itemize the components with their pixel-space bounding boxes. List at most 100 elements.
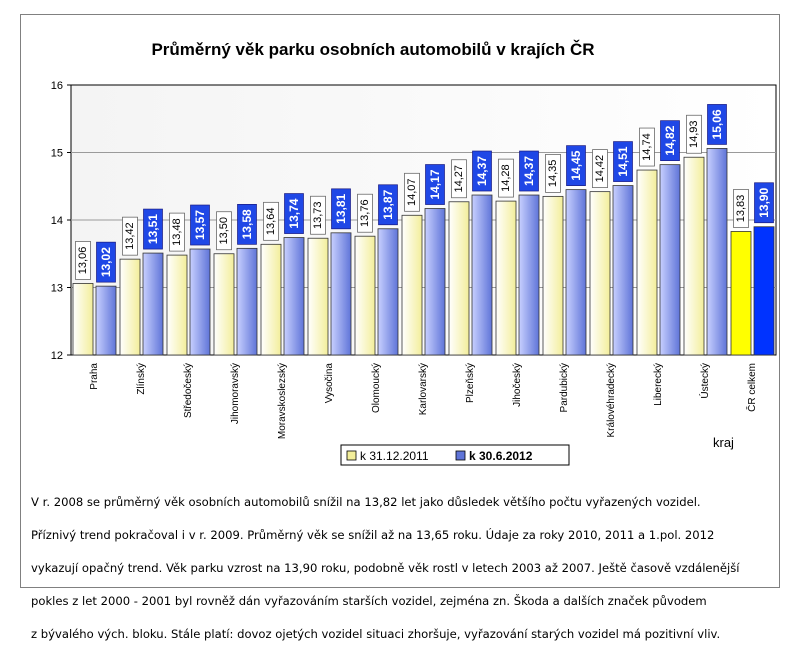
bar-dec2011	[260, 243, 282, 356]
y-axis: 12 13 14 15 16	[51, 80, 71, 362]
value-label-box	[592, 149, 608, 188]
value-label: 13,48	[171, 218, 183, 246]
value-label: 13,02	[99, 247, 113, 277]
category-label: Zlínský	[136, 363, 147, 395]
category-label: Ústecký	[698, 363, 711, 399]
category-label: Olomoucký	[371, 363, 382, 413]
y-tick-label: 14	[51, 215, 63, 227]
value-label: 14,37	[522, 156, 536, 186]
category-label: Liberecký	[653, 363, 664, 406]
value-label-box	[425, 164, 445, 205]
value-label: 14,28	[500, 164, 512, 192]
bars	[72, 148, 775, 356]
value-label: 13,81	[334, 193, 348, 223]
value-labels: 13,06 13,02 13,42 13,51 13,48 13,57 13,50 13,58…	[75, 104, 774, 283]
value-label: 15,06	[710, 109, 724, 139]
value-label-box	[545, 154, 561, 193]
value-label-box	[451, 159, 467, 199]
value-label: 14,07	[406, 179, 418, 207]
caption-line: z bývalého vých. bloku. Stále platí: dov…	[31, 627, 721, 642]
value-label-box	[216, 211, 232, 251]
legend-label-series-2: k 30.6.2012	[469, 449, 533, 463]
value-label: 13,42	[124, 222, 136, 250]
value-label: 13,58	[240, 209, 254, 239]
value-label-box	[169, 212, 185, 252]
caption-line: V r. 2008 se průměrný věk osobních autom…	[31, 494, 701, 509]
value-label-box	[75, 241, 91, 280]
value-label: 13,57	[193, 210, 207, 240]
value-label-box	[143, 208, 163, 250]
y-tick-label: 13	[51, 283, 63, 295]
category-label: Moravskoslezský	[277, 363, 288, 439]
value-label-box	[237, 204, 257, 245]
value-label-box	[498, 158, 514, 198]
value-label-box	[639, 127, 655, 167]
bar-jun2012	[612, 185, 634, 356]
value-label-box	[686, 114, 702, 154]
caption-line: vykazují opačný trend. Věk parku vzrost …	[31, 560, 740, 575]
caption-line: pokles z let 2000 - 2001 byl rovněž dán …	[31, 594, 707, 609]
value-label: 14,35	[547, 160, 559, 188]
chart-title: Průměrný věk parku osobních automobilů v…	[151, 40, 594, 59]
value-label-box	[519, 150, 539, 192]
bar-dec2011	[213, 253, 235, 356]
bar-dec2011	[119, 258, 141, 356]
legend-box	[340, 444, 570, 466]
value-label-box	[566, 145, 586, 186]
bar-jun2012	[659, 164, 681, 356]
category-label: Pardubický	[559, 363, 570, 412]
bar-jun2012	[236, 247, 258, 356]
bar-jun2012	[189, 248, 211, 356]
value-label: 13,76	[359, 199, 371, 227]
value-label: 14,45	[569, 150, 583, 180]
category-label: Praha	[89, 363, 100, 390]
bar-jun2012	[283, 237, 305, 356]
bar-jun2012	[424, 208, 446, 356]
value-label: 13,64	[265, 208, 277, 236]
value-label-box	[378, 184, 398, 226]
bar-dec2011	[72, 283, 94, 356]
bar-jun2012	[753, 226, 775, 356]
value-label-box	[613, 141, 633, 182]
bar-dec2011	[589, 191, 611, 356]
bar-dec2011	[354, 235, 376, 356]
value-label-box	[472, 150, 492, 192]
value-label-box	[122, 216, 138, 256]
value-label-box	[357, 193, 373, 233]
value-label-box	[660, 120, 680, 162]
legend: k 31.12.2011 k 30.6.2012	[340, 444, 570, 466]
value-label-box	[284, 193, 304, 234]
bar-dec2011	[730, 231, 752, 356]
value-label-box	[96, 241, 116, 283]
value-label: 13,74	[287, 198, 301, 228]
bar-jun2012	[95, 285, 117, 356]
bar-dec2011	[683, 156, 705, 356]
bar-dec2011	[401, 214, 423, 356]
bar-jun2012	[330, 232, 352, 356]
value-label: 13,83	[735, 195, 747, 223]
gridlines	[71, 152, 776, 288]
y-tick-label: 15	[51, 148, 63, 160]
category-label: ČR celkem	[745, 363, 758, 412]
value-label-box	[190, 204, 210, 246]
x-axis: Praha Zlínský Středočeský Jihomoravský Morav…	[89, 363, 758, 440]
bar-dec2011	[448, 201, 470, 356]
value-label: 13,51	[146, 214, 160, 244]
bar-chart: Průměrný věk parku osobních automobilů v…	[51, 40, 777, 466]
value-label: 14,42	[594, 155, 606, 183]
value-label-box	[707, 104, 727, 145]
bar-jun2012	[706, 148, 728, 356]
value-label: 14,74	[641, 133, 653, 161]
bar-dec2011	[307, 237, 329, 356]
value-label: 14,37	[475, 156, 489, 186]
value-label: 14,51	[616, 146, 630, 176]
category-label: Plzeňský	[465, 363, 476, 403]
bar-jun2012	[518, 194, 540, 356]
value-label: 13,50	[218, 217, 230, 245]
bar-dec2011	[166, 254, 188, 356]
value-label: 13,73	[312, 201, 324, 229]
bar-jun2012	[471, 194, 493, 356]
category-label: Vysočina	[324, 363, 335, 404]
y-tick-label: 16	[51, 80, 63, 92]
category-label: Královéhradecký	[606, 363, 617, 437]
